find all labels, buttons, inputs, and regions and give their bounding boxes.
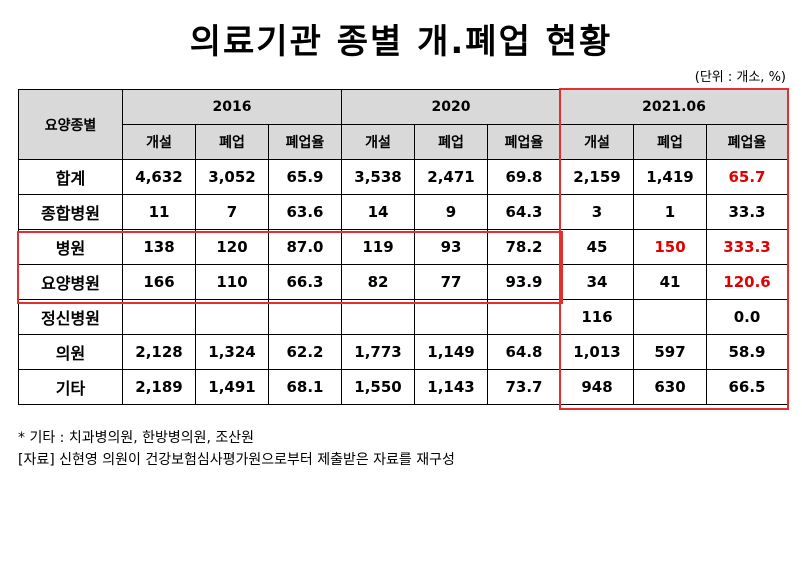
cell: 1,149: [414, 334, 488, 370]
cell: 58.9: [706, 334, 788, 370]
cell: 34: [560, 264, 634, 300]
cell: 정신병원: [18, 299, 123, 335]
cell: 요양병원: [18, 264, 123, 300]
cell: [414, 299, 488, 335]
cell: 14: [341, 194, 415, 230]
cell: 65.7: [706, 159, 788, 195]
cell: 개설: [341, 124, 415, 160]
unit: (단위 : 개소, %): [694, 70, 786, 85]
cell: 4,632: [122, 159, 196, 195]
cell: 폐업: [414, 124, 488, 160]
cell: 41: [633, 264, 707, 300]
cell: 73.7: [487, 369, 561, 405]
cell: 폐업율: [268, 124, 342, 160]
cell: 1,324: [195, 334, 269, 370]
cell: 폐업: [633, 124, 707, 160]
cell: 66.5: [706, 369, 788, 405]
cell: 93.9: [487, 264, 561, 300]
table: 요양종별 2016 2020 2021.06 개설 폐업 폐업율 개설 폐업 폐업율 개설 폐업 폐업율…: [18, 89, 788, 405]
cell: 77: [414, 264, 488, 300]
cell: 1,491: [195, 369, 269, 405]
cell: 3,052: [195, 159, 269, 195]
cell: 150: [633, 229, 707, 265]
cell: 2021.06: [560, 89, 788, 125]
cell: 82: [341, 264, 415, 300]
cell: 폐업율: [706, 124, 788, 160]
cell: 1,773: [341, 334, 415, 370]
note: * 기타 : 치과병의원, 한방병의원, 조산원: [18, 430, 255, 446]
title: 의료기관 종별 개.폐업 현황: [189, 22, 613, 62]
cell: 7: [195, 194, 269, 230]
cell: 9: [414, 194, 488, 230]
cell: 요양종별: [18, 89, 123, 160]
cell: 기타: [18, 369, 123, 405]
cell: 68.1: [268, 369, 342, 405]
cell: 2020: [341, 89, 561, 125]
cell: 11: [122, 194, 196, 230]
cell: 폐업율: [487, 124, 561, 160]
cell: 2,471: [414, 159, 488, 195]
cell: 2,128: [122, 334, 196, 370]
cell: 1,143: [414, 369, 488, 405]
cell: [341, 299, 415, 335]
cell: 폐업: [195, 124, 269, 160]
cell: 93: [414, 229, 488, 265]
cell: 3,538: [341, 159, 415, 195]
cell: 2,159: [560, 159, 634, 195]
cell: 1,013: [560, 334, 634, 370]
cell: 2,189: [122, 369, 196, 405]
cell: 87.0: [268, 229, 342, 265]
note: [자료] 신현영 의원이 건강보험심사평가원으로부터 제출받은 자료를 재구성: [18, 452, 455, 468]
cell: 62.2: [268, 334, 342, 370]
cell: 종합병원: [18, 194, 123, 230]
cell: 119: [341, 229, 415, 265]
cell: 1,550: [341, 369, 415, 405]
cell: 948: [560, 369, 634, 405]
cell: 110: [195, 264, 269, 300]
cell: [487, 299, 561, 335]
cell: 64.3: [487, 194, 561, 230]
cell: 33.3: [706, 194, 788, 230]
cell: 63.6: [268, 194, 342, 230]
cell: 116: [560, 299, 634, 335]
cell: 78.2: [487, 229, 561, 265]
cell: [195, 299, 269, 335]
cell: [122, 299, 196, 335]
cell: 합계: [18, 159, 123, 195]
cell: 166: [122, 264, 196, 300]
cell: 120.6: [706, 264, 788, 300]
cell: 45: [560, 229, 634, 265]
cell: 2016: [122, 89, 342, 125]
cell: 138: [122, 229, 196, 265]
cell: 65.9: [268, 159, 342, 195]
cell: 병원: [18, 229, 123, 265]
cell: 66.3: [268, 264, 342, 300]
cell: 630: [633, 369, 707, 405]
cell: 개설: [560, 124, 634, 160]
cell: [268, 299, 342, 335]
cell: 3: [560, 194, 634, 230]
cell: 120: [195, 229, 269, 265]
cell: 1: [633, 194, 707, 230]
cell: 333.3: [706, 229, 788, 265]
cell: 64.8: [487, 334, 561, 370]
cell: 의원: [18, 334, 123, 370]
cell: 0.0: [706, 299, 788, 335]
cell: [633, 299, 707, 335]
cell: 69.8: [487, 159, 561, 195]
cell: 597: [633, 334, 707, 370]
cell: 1,419: [633, 159, 707, 195]
cell: 개설: [122, 124, 196, 160]
